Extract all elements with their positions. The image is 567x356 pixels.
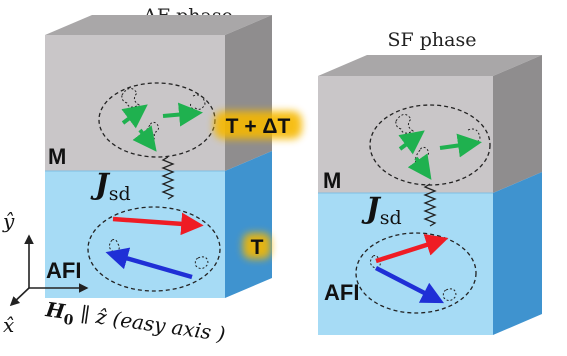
af-afi-side-face	[225, 151, 272, 298]
x-axis-label: x̂	[3, 313, 14, 337]
af-afi-layer	[45, 151, 272, 298]
sf-metal-top-face	[318, 55, 542, 76]
sf-afi-front-face	[318, 193, 493, 335]
y-axis-label: ŷ	[2, 209, 15, 233]
sf-metal-label: M	[323, 168, 341, 193]
af-magnon-ellipse	[87, 206, 221, 292]
sf-afi-label: AFI	[324, 280, 359, 305]
x-axis-arrow	[9, 287, 30, 307]
af-hot-temperature-label: T + ΔT	[214, 111, 302, 139]
field-direction-label: H0 ∥ ẑ (easy axis )	[43, 297, 227, 350]
sf-electron-spin-arrow	[407, 153, 432, 180]
sf-afi-side-face	[493, 172, 542, 335]
af-coupling-spring	[161, 156, 175, 200]
af-coupling-label: Jsd	[90, 167, 131, 205]
sf-canted-spin-down-arrow	[374, 266, 444, 304]
sf-electron-spin-arrow	[398, 130, 425, 155]
sf-metal-side-face	[493, 55, 542, 193]
af-metal-label: M	[48, 144, 66, 169]
af-metal-side-face	[225, 15, 272, 171]
svg-text:T + ΔT: T + ΔT	[226, 115, 291, 138]
sf-coupling-spring	[423, 183, 437, 227]
sf-canted-spin-up-arrow	[375, 234, 449, 264]
af-afi-label: AFI	[46, 258, 81, 283]
sf-metal-front-face	[318, 76, 493, 193]
sf-phase-panel: SF phase M Jsd AFI	[318, 29, 542, 335]
sf-phase-title: SF phase	[388, 29, 477, 51]
af-sublattice-spin-down-arrow	[105, 247, 193, 280]
sf-magnon-ellipse	[355, 232, 477, 314]
sf-afi-layer	[318, 172, 542, 335]
sf-scatter-trajectory	[369, 255, 381, 269]
sf-metal-layer	[318, 55, 542, 193]
af-electron-spin-arrow	[132, 125, 157, 152]
af-metal-front-face	[45, 35, 225, 171]
af-phase-panel: AF phase T + ΔT M Jsd	[45, 5, 302, 298]
sf-electron-ellipse	[369, 104, 491, 186]
af-metal-layer	[45, 15, 272, 171]
af-electron-spin-arrow	[121, 104, 148, 129]
af-cold-temperature-label: T	[243, 233, 271, 259]
af-electron-spin-arrow	[162, 102, 203, 127]
svg-text:T: T	[251, 236, 264, 259]
af-sublattice-spin-up-arrow	[112, 212, 204, 236]
svg-text:H0 ∥ ẑ (easy axis ): H0 ∥ ẑ (easy axis )	[43, 297, 227, 350]
sf-electron-spin-arrow	[439, 133, 482, 158]
sf-coupling-label: Jsd	[361, 191, 402, 229]
af-metal-top-face	[45, 15, 272, 35]
